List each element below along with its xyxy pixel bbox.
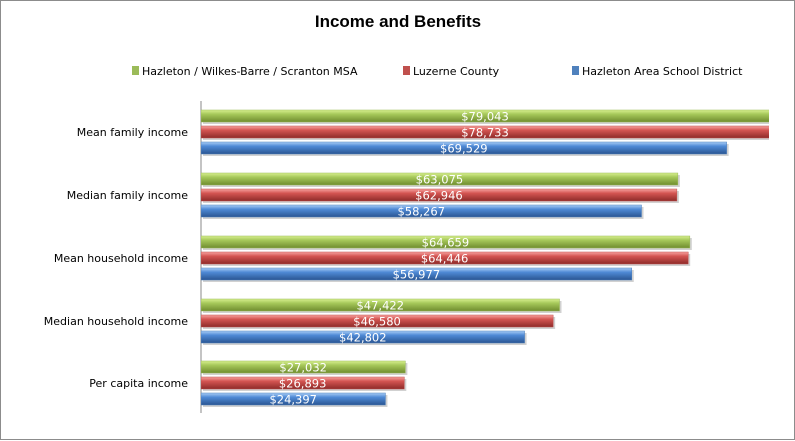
category-label: Median family income — [67, 189, 188, 202]
bar — [201, 188, 678, 202]
category-label: Mean household income — [54, 252, 188, 265]
bar — [201, 392, 386, 406]
data-label: $69,529 — [440, 142, 488, 156]
data-label: $47,422 — [356, 299, 404, 313]
data-label: $64,659 — [422, 236, 470, 250]
chart-title: Income and Benefits — [315, 12, 481, 31]
legend-label: Hazleton / Wilkes-Barre / Scranton MSA — [142, 65, 358, 78]
bar — [201, 109, 769, 123]
bar — [201, 251, 689, 265]
data-label: $56,977 — [393, 268, 441, 282]
category-label: Mean family income — [77, 126, 188, 139]
bar — [201, 360, 406, 374]
bar — [201, 204, 642, 218]
data-label: $62,946 — [415, 189, 463, 203]
legend-label: Hazleton Area School District — [582, 65, 743, 78]
bar — [201, 125, 769, 139]
bar — [201, 235, 691, 249]
bar — [201, 141, 727, 155]
data-label: $42,802 — [339, 331, 387, 345]
bar — [201, 376, 405, 390]
data-label: $26,893 — [279, 377, 327, 391]
category-label: Per capita income — [89, 377, 188, 390]
bar — [201, 330, 525, 344]
bar — [201, 172, 679, 186]
data-label: $79,043 — [461, 110, 509, 124]
data-label: $24,397 — [269, 393, 317, 407]
data-label: $27,032 — [279, 361, 327, 375]
data-label: $64,446 — [421, 252, 469, 266]
bar — [201, 267, 632, 281]
data-label: $78,733 — [461, 126, 509, 140]
legend-label: Luzerne County — [413, 65, 500, 78]
data-label: $58,267 — [397, 205, 445, 219]
legend-swatch — [403, 66, 410, 75]
data-label: $46,580 — [353, 315, 401, 329]
bar — [201, 314, 554, 328]
data-label: $63,075 — [416, 173, 464, 187]
legend: Hazleton / Wilkes-Barre / Scranton MSA Lu… — [132, 65, 743, 78]
category-label: Median household income — [44, 315, 188, 328]
legend-swatch — [132, 66, 139, 75]
legend-swatch — [572, 66, 579, 75]
bar — [201, 298, 560, 312]
